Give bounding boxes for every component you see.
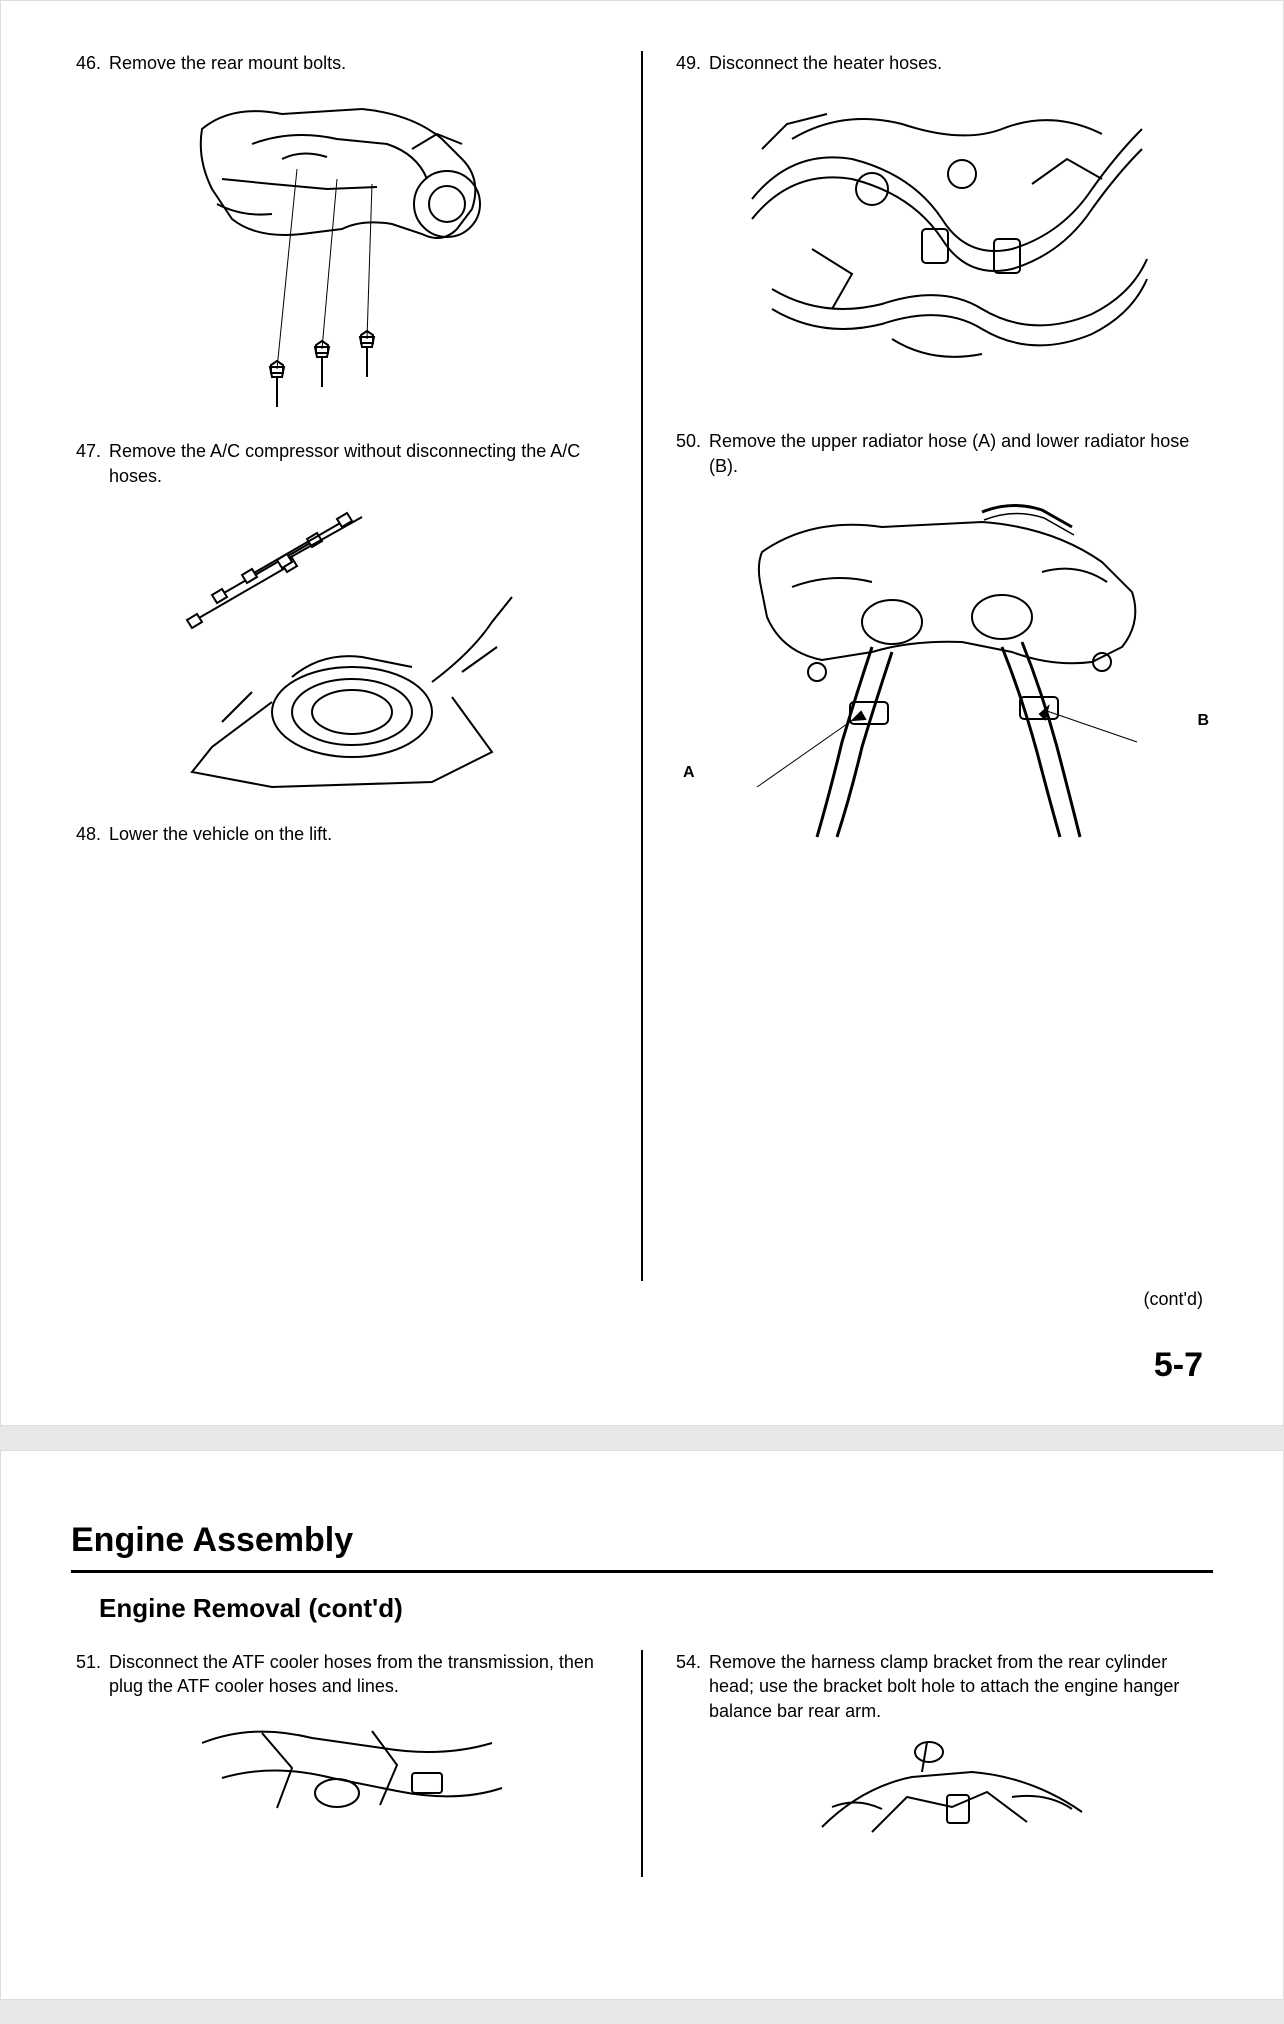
step-text: Remove the rear mount bolts. (109, 51, 613, 75)
illustration-47 (71, 502, 613, 792)
step-num: 46. (71, 51, 101, 75)
step-num: 49. (671, 51, 701, 75)
label-b: B (1197, 712, 1209, 730)
heater-hoses-diagram (732, 89, 1152, 399)
illustration-50: A B (671, 492, 1213, 842)
step-text: Remove the harness clamp bracket from th… (709, 1650, 1213, 1723)
two-column-layout: 46. Remove the rear mount bolts. (71, 51, 1213, 1281)
manual-page-2: Engine Assembly Engine Removal (cont'd) … (0, 1450, 1284, 2000)
right-column: 54. Remove the harness clamp bracket fro… (643, 1650, 1213, 1877)
step-49: 49. Disconnect the heater hoses. (671, 51, 1213, 75)
right-column: 49. Disconnect the heater hoses. (643, 51, 1213, 1281)
harness-clamp-diagram-partial (762, 1737, 1122, 1847)
step-51: 51. Disconnect the ATF cooler hoses from… (71, 1650, 613, 1699)
left-column: 46. Remove the rear mount bolts. (71, 51, 641, 1281)
two-column-layout: 51. Disconnect the ATF cooler hoses from… (71, 1650, 1213, 1877)
step-num: 50. (671, 429, 701, 478)
step-num: 51. (71, 1650, 101, 1699)
radiator-hoses-diagram (722, 492, 1162, 842)
step-text: Disconnect the heater hoses. (709, 51, 1213, 75)
section-heading: Engine Assembly (71, 1521, 1213, 1560)
manual-page-1: 46. Remove the rear mount bolts. (0, 0, 1284, 1426)
illustration-46 (71, 89, 613, 409)
rear-mount-bolts-diagram (162, 89, 522, 409)
step-num: 54. (671, 1650, 701, 1723)
step-text: Disconnect the ATF cooler hoses from the… (109, 1650, 613, 1699)
step-54: 54. Remove the harness clamp bracket fro… (671, 1650, 1213, 1723)
ac-compressor-diagram (152, 502, 532, 792)
step-text: Remove the upper radiator hose (A) and l… (709, 429, 1213, 478)
page-number: 5-7 (71, 1346, 1213, 1385)
label-a: A (683, 764, 695, 782)
step-text: Lower the vehicle on the lift. (109, 822, 613, 846)
continued-marker: (cont'd) (71, 1289, 1213, 1310)
step-num: 48. (71, 822, 101, 846)
illustration-49 (671, 89, 1213, 399)
step-num: 47. (71, 439, 101, 488)
illustration-54 (671, 1737, 1213, 1847)
subsection-heading: Engine Removal (cont'd) (99, 1593, 1213, 1624)
section-rule (71, 1570, 1213, 1573)
step-46: 46. Remove the rear mount bolts. (71, 51, 613, 75)
atf-cooler-diagram-partial (162, 1713, 522, 1823)
step-48: 48. Lower the vehicle on the lift. (71, 822, 613, 846)
step-text: Remove the A/C compressor without discon… (109, 439, 613, 488)
step-47: 47. Remove the A/C compressor without di… (71, 439, 613, 488)
left-column: 51. Disconnect the ATF cooler hoses from… (71, 1650, 641, 1877)
step-50: 50. Remove the upper radiator hose (A) a… (671, 429, 1213, 478)
illustration-51 (71, 1713, 613, 1823)
